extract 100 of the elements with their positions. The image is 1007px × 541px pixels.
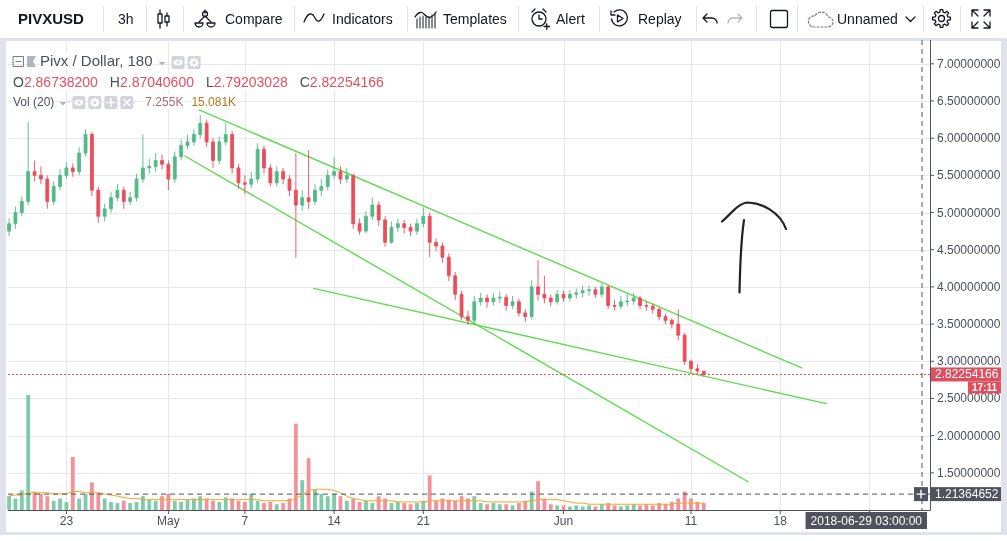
bar [300, 480, 305, 510]
bar [128, 503, 133, 510]
x-tick-label: 21 [416, 514, 431, 528]
bar [217, 501, 222, 510]
candlestick [619, 295, 623, 310]
bar [415, 503, 419, 510]
candlestick [478, 292, 483, 306]
bar [395, 501, 400, 510]
bar [548, 504, 553, 510]
candlestick [249, 171, 254, 189]
candlestick [491, 292, 496, 306]
x-tick-label: May [157, 514, 180, 528]
bar [255, 500, 260, 510]
candlestick [45, 174, 50, 210]
bar [427, 475, 432, 510]
candlestick [370, 197, 375, 221]
y-tick-label: 5.00000000 [937, 205, 1001, 220]
bar [268, 501, 273, 510]
bar [39, 493, 43, 510]
candlestick [644, 301, 649, 312]
candlestick [682, 332, 687, 366]
bar [242, 501, 247, 510]
text: Alert [556, 11, 585, 27]
bar [147, 499, 152, 510]
candlestick [102, 203, 107, 222]
candlestick [319, 178, 324, 197]
bar [45, 496, 50, 510]
candlestick [472, 295, 477, 325]
bar [504, 504, 509, 510]
candlestick [83, 128, 88, 158]
candlestick [344, 167, 349, 184]
bar [58, 498, 62, 510]
bar [140, 496, 145, 510]
ref-line-label: 2.82254166 [935, 367, 999, 382]
candlestick [446, 252, 451, 282]
bar [223, 497, 228, 510]
candlestick [13, 206, 18, 230]
bar [230, 498, 235, 510]
bar [281, 503, 286, 510]
bar [115, 503, 120, 510]
candlestick [580, 284, 585, 298]
candlestick [204, 119, 209, 148]
x-tick-label: 11 [684, 514, 698, 528]
candlestick [192, 128, 196, 147]
y-tick-label: 3.00000000 [937, 354, 1001, 369]
bar [536, 481, 540, 510]
bar [96, 492, 101, 510]
candlestick [32, 160, 37, 182]
bar [446, 499, 451, 510]
candlestick [147, 158, 152, 175]
x-tick-label: 23 [59, 514, 74, 528]
bar [179, 501, 184, 510]
annotation: 15.081K [191, 95, 237, 109]
bar [325, 496, 330, 510]
y-tick-label: 2.00000000 [937, 428, 1001, 443]
candlestick [689, 359, 693, 374]
candlestick [402, 219, 407, 234]
candlestick [172, 151, 177, 184]
bar [191, 498, 196, 510]
y-tick-label: 4.50000000 [937, 242, 1001, 257]
bar [204, 498, 209, 510]
candlestick [357, 218, 362, 236]
candlestick [115, 183, 120, 202]
candlestick [408, 223, 413, 237]
candlestick [395, 218, 400, 233]
bar [568, 506, 572, 510]
candlestick [338, 165, 343, 185]
bar [517, 503, 521, 510]
bar [77, 498, 82, 510]
bar [319, 493, 324, 510]
y-tick-label: 4.00000000 [937, 279, 1001, 294]
bar [166, 493, 171, 510]
bar [51, 500, 56, 510]
x-tick-label: 14 [327, 514, 342, 528]
candlestick [670, 317, 674, 329]
bar [121, 500, 126, 510]
candlestick [313, 183, 317, 206]
bar [650, 505, 655, 510]
candlestick [427, 212, 432, 258]
annotation: H2.87040600 [109, 74, 195, 90]
candlestick [485, 293, 489, 309]
candlestick [376, 200, 381, 227]
candlestick [548, 293, 553, 307]
y-tick-label: 3.50000000 [937, 317, 1001, 332]
ref-line-label: 2018-06-29 03:00:00 [810, 513, 923, 528]
ref-line-label: 1.21364652 [935, 487, 999, 502]
candlestick [300, 189, 305, 212]
candlestick [134, 173, 139, 202]
bar [26, 394, 31, 510]
candlestick [90, 131, 94, 197]
candlestick [332, 156, 336, 180]
candlestick [517, 298, 521, 318]
candlestick [599, 282, 604, 298]
candlestick [612, 299, 617, 312]
bar [19, 490, 24, 510]
bar [618, 506, 623, 510]
bar [701, 503, 706, 510]
candlestick [19, 195, 24, 217]
candlestick [141, 134, 145, 184]
bar [497, 504, 502, 510]
